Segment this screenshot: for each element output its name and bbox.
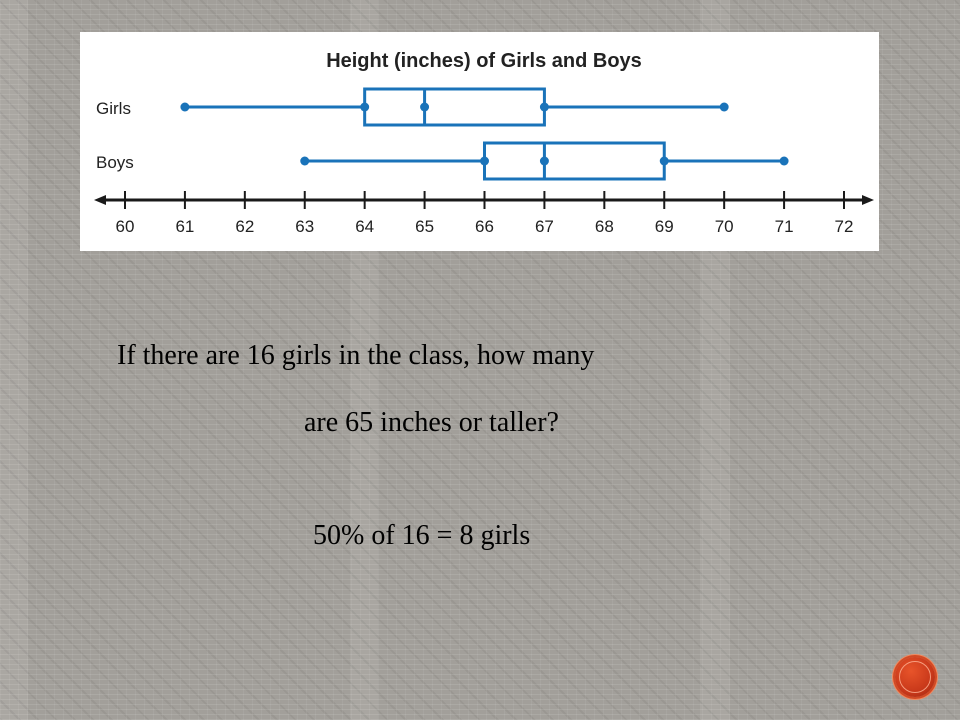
x-axis-tick-label: 65 bbox=[415, 217, 434, 236]
boys-q1-point bbox=[480, 156, 489, 166]
answer-text: 50% of 16 = 8 girls bbox=[313, 520, 531, 551]
x-axis-right-arrow bbox=[862, 195, 874, 205]
chart-canvas: Height (inches) of Girls and Boys 60 61 62… bbox=[94, 50, 874, 236]
x-axis-tick-label: 64 bbox=[355, 217, 374, 236]
x-axis-left-arrow bbox=[94, 195, 106, 205]
boys-median-point bbox=[539, 156, 549, 166]
x-axis-tick-label: 61 bbox=[175, 217, 194, 236]
boys-q3-point bbox=[659, 156, 669, 166]
girls-min-point bbox=[180, 102, 190, 112]
x-axis-tick-label: 69 bbox=[655, 217, 674, 236]
x-axis-tick-label: 67 bbox=[535, 217, 554, 236]
x-axis-tick-label: 68 bbox=[595, 217, 614, 236]
series-label-boys: Boys bbox=[96, 153, 134, 172]
x-axis-tick-label: 60 bbox=[116, 217, 135, 236]
circle-nav-icon[interactable] bbox=[895, 657, 935, 697]
girls-box bbox=[363, 87, 546, 127]
boys-max-point bbox=[779, 156, 789, 166]
boys-min-point bbox=[300, 156, 310, 166]
series-label-girls: Girls bbox=[96, 99, 131, 118]
x-axis-tick-label: 70 bbox=[715, 217, 734, 236]
x-axis-tick-label: 63 bbox=[295, 217, 314, 236]
x-axis-tick-label: 62 bbox=[235, 217, 254, 236]
x-axis-tick-label: 71 bbox=[775, 217, 794, 236]
x-axis-tick-label: 66 bbox=[475, 217, 494, 236]
girls-q1-point bbox=[360, 102, 370, 112]
x-axis-tick-label: 72 bbox=[835, 217, 854, 236]
question-line-1: If there are 16 girls in the class, how … bbox=[117, 340, 595, 371]
boys-box bbox=[483, 141, 666, 181]
girls-max-point bbox=[719, 102, 729, 112]
question-line-2: are 65 inches or taller? bbox=[304, 407, 559, 438]
girls-q3-point bbox=[539, 102, 549, 112]
girls-median-point bbox=[420, 102, 430, 112]
chart-title: Height (inches) of Girls and Boys bbox=[326, 50, 642, 72]
box-plot-chart: Height (inches) of Girls and Boys 60 61 62… bbox=[80, 32, 879, 251]
